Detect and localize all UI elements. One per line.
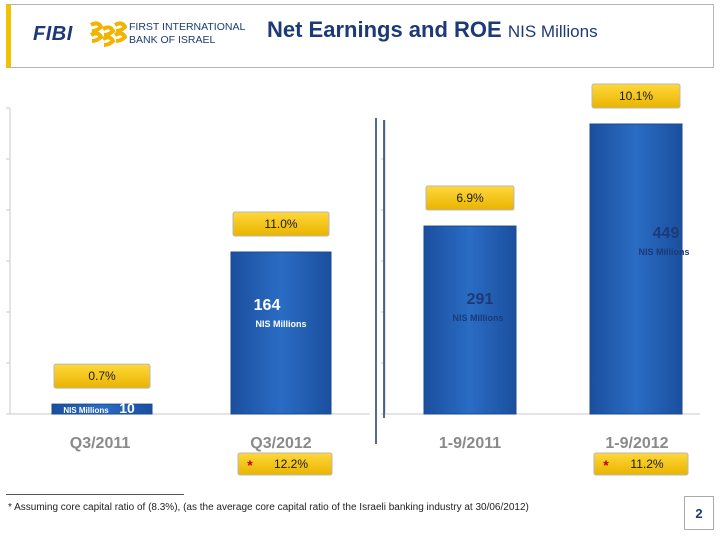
roe-label: 6.9% [456,191,484,205]
data-value-label: 449 [653,225,680,242]
page-title: Net Earnings and ROE NIS Millions [267,17,598,43]
category-label: 1-9/2011 [439,435,501,452]
header-panel: FIBI FIRST INTERNATIONAL BANK OF ISRAEL … [6,4,714,68]
roe-label: 11.0% [264,217,297,231]
assumed-roe-box [237,452,333,476]
assumed-roe-label: 12.2% [274,457,308,471]
data-unit-label: NIS Millions [452,313,503,323]
bar-1-9/2011 [423,225,517,415]
footnote: * Assuming core capital ratio of (8.3%),… [8,502,529,513]
page-number: 2 [684,496,714,530]
bank-name: FIRST INTERNATIONAL BANK OF ISRAEL [129,21,245,47]
category-label: 1-9/2012 [605,435,668,452]
data-value-label: 164 [254,297,281,314]
assumed-roe-label: 11.2% [630,457,663,471]
roe-label-box [53,363,151,389]
bank-name-line2: BANK OF ISRAEL [129,34,216,46]
data-value-label: 10 [119,400,135,416]
roe-label-box [591,83,681,109]
roe-label: 10.1% [619,89,653,103]
asterisk-marker: * [247,457,253,473]
category-label: Q3/2012 [250,435,311,452]
category-label: Q3/2011 [70,435,131,452]
roe-label-box [232,211,330,237]
data-unit-label: NIS Millions [63,406,109,415]
title-unit: NIS Millions [507,22,598,41]
fibi-logo-text: FIBI [33,23,73,45]
data-value-label: 291 [467,291,494,308]
bar-Q3/2011 [51,403,153,415]
bank-logo-icon [90,21,127,47]
title-text: Net Earnings and ROE [267,17,502,42]
bar-1-9/2012 [589,123,683,415]
data-unit-label: NIS Millions [638,247,689,257]
bank-name-line1: FIRST INTERNATIONAL [129,21,246,33]
bar-Q3/2012 [230,251,332,415]
data-unit-label: NIS Millions [255,319,306,329]
footnote-divider [6,494,184,495]
roe-label: 0.7% [88,369,116,383]
roe-label-box [425,185,515,211]
assumed-roe-box [593,452,689,476]
asterisk-marker: * [603,457,609,473]
